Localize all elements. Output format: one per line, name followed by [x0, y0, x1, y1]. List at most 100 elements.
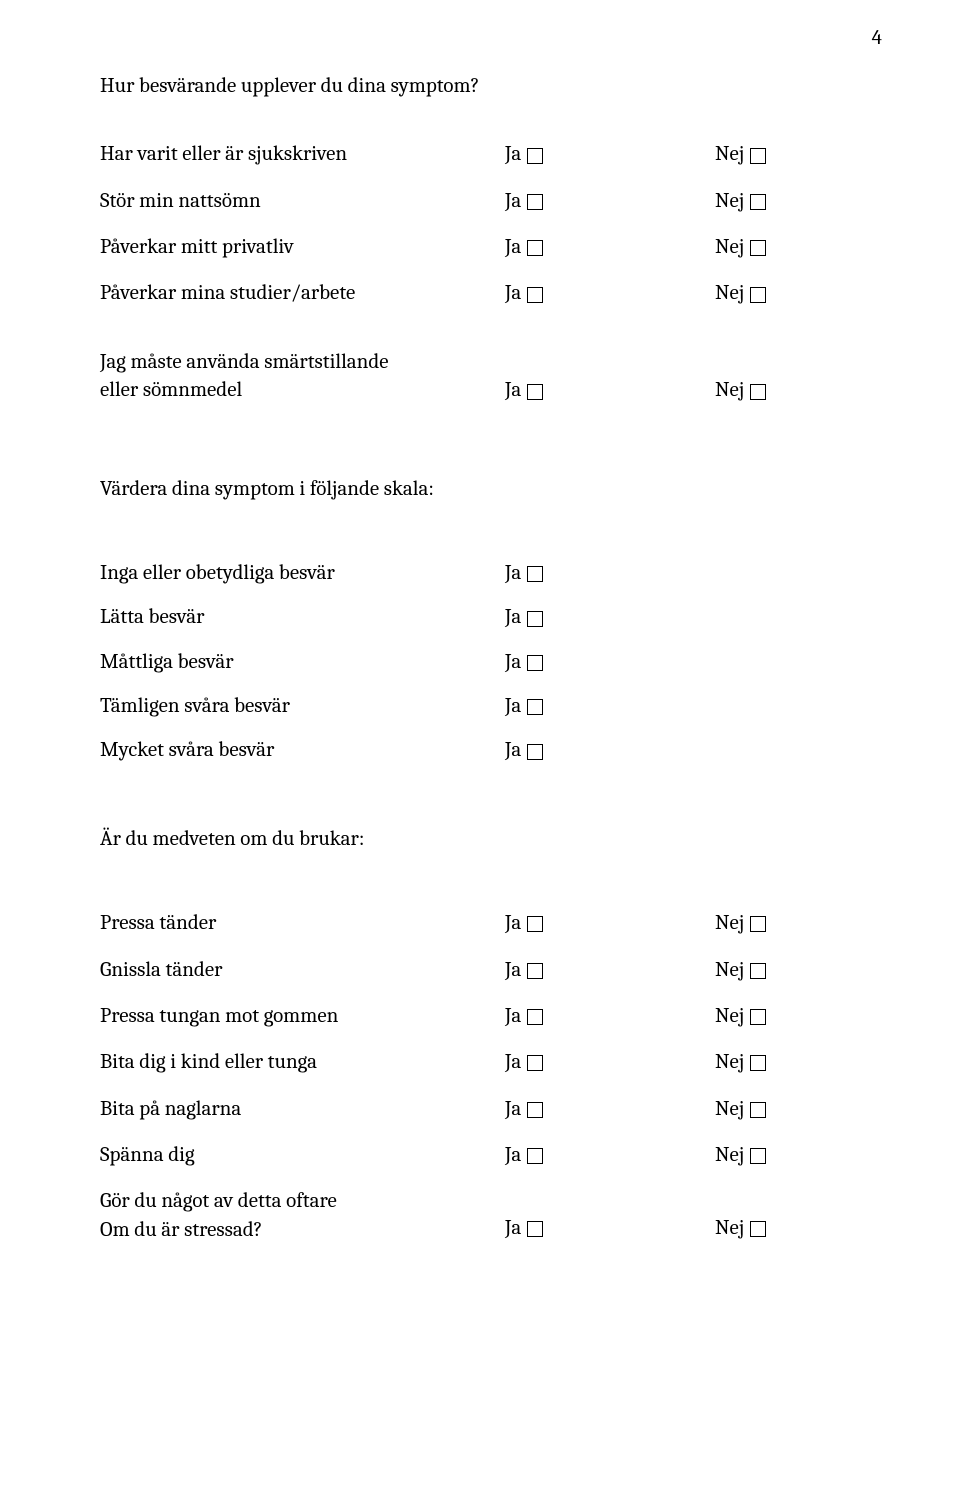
- checkbox-s2c-ja[interactable]: [527, 655, 543, 671]
- label-s2b: Lätta besvär: [100, 603, 505, 631]
- section-3: Är du medveten om du brukar: Pressa tänd…: [100, 825, 870, 1242]
- page: 4 Hur besvärande upplever du dina sympto…: [0, 0, 960, 1497]
- label-s2a: Inga eller obetydliga besvär: [100, 559, 505, 587]
- ja-label: Ja: [505, 1095, 521, 1123]
- checkbox-s2a-ja[interactable]: [527, 566, 543, 582]
- checkbox-q3a-ja[interactable]: [527, 916, 543, 932]
- row-s2d: Tämligen svåra besvär Ja: [100, 692, 870, 720]
- checkbox-q1b-nej[interactable]: [750, 194, 766, 210]
- ja-label: Ja: [505, 692, 521, 720]
- ja-label: Ja: [505, 956, 521, 984]
- label-q3d: Bita dig i kind eller tunga: [100, 1048, 505, 1076]
- ja-label: Ja: [505, 1048, 521, 1076]
- heading-2: Värdera dina symptom i följande skala:: [100, 475, 870, 503]
- row-q1d: Påverkar mina studier/arbete Ja Nej: [100, 279, 870, 307]
- heading-3: Är du medveten om du brukar:: [100, 825, 870, 853]
- ja-label: Ja: [505, 1141, 521, 1169]
- row-s2a: Inga eller obetydliga besvär Ja: [100, 559, 870, 587]
- label-q3g-line2: Om du är stressad?: [100, 1216, 505, 1244]
- label-q3g-line1: Gör du något av detta oftare: [100, 1187, 505, 1215]
- label-s2d: Tämligen svåra besvär: [100, 692, 505, 720]
- nej-label: Nej: [715, 233, 744, 261]
- nej-label: Nej: [715, 1048, 744, 1076]
- label-s2e: Mycket svåra besvär: [100, 736, 505, 764]
- ja-label: Ja: [505, 603, 521, 631]
- label-s2c: Måttliga besvär: [100, 648, 505, 676]
- ja-label: Ja: [505, 1002, 521, 1030]
- row-q3f: Spänna dig Ja Nej: [100, 1141, 870, 1169]
- ja-label: Ja: [505, 140, 521, 168]
- ja-label: Ja: [505, 187, 521, 215]
- ja-label: Ja: [505, 279, 521, 307]
- nej-label: Nej: [715, 909, 744, 937]
- section-2: Värdera dina symptom i följande skala: I…: [100, 475, 870, 765]
- row-q3d: Bita dig i kind eller tunga Ja Nej: [100, 1048, 870, 1076]
- nej-label: Nej: [715, 1141, 744, 1169]
- label-q3e: Bita på naglarna: [100, 1095, 505, 1123]
- label-q3f: Spänna dig: [100, 1141, 505, 1169]
- row-s2b: Lätta besvär Ja: [100, 603, 870, 631]
- checkbox-q3b-nej[interactable]: [750, 963, 766, 979]
- label-q1e-line1: Jag måste använda smärtstillande: [100, 348, 505, 376]
- label-q1c: Påverkar mitt privatliv: [100, 233, 505, 261]
- label-q3g: Gör du något av detta oftare Om du är st…: [100, 1187, 505, 1244]
- checkbox-q3c-nej[interactable]: [750, 1009, 766, 1025]
- checkbox-q1c-ja[interactable]: [527, 240, 543, 256]
- row-q3b: Gnissla tänder Ja Nej: [100, 956, 870, 984]
- row-q3e: Bita på naglarna Ja Nej: [100, 1095, 870, 1123]
- ja-label: Ja: [505, 909, 521, 937]
- nej-label: Nej: [715, 1214, 744, 1242]
- row-q3c: Pressa tungan mot gommen Ja Nej: [100, 1002, 870, 1030]
- checkbox-q1c-nej[interactable]: [750, 240, 766, 256]
- row-s2e: Mycket svåra besvär Ja: [100, 736, 870, 764]
- checkbox-q3c-ja[interactable]: [527, 1009, 543, 1025]
- label-q3c: Pressa tungan mot gommen: [100, 1002, 505, 1030]
- section-1: Hur besvärande upplever du dina symptom?…: [100, 72, 870, 405]
- row-q1b: Stör min nattsömn Ja Nej: [100, 187, 870, 215]
- heading-1: Hur besvärande upplever du dina symptom?: [100, 72, 870, 100]
- label-q1e-line2: eller sömnmedel: [100, 376, 505, 404]
- page-number: 4: [872, 24, 882, 52]
- ja-label: Ja: [505, 648, 521, 676]
- label-q3a: Pressa tänder: [100, 909, 505, 937]
- checkbox-q3e-ja[interactable]: [527, 1102, 543, 1118]
- ja-label: Ja: [505, 376, 521, 404]
- row-s2c: Måttliga besvär Ja: [100, 648, 870, 676]
- label-q1d: Påverkar mina studier/arbete: [100, 279, 505, 307]
- checkbox-q3a-nej[interactable]: [750, 916, 766, 932]
- checkbox-q3d-nej[interactable]: [750, 1055, 766, 1071]
- nej-label: Nej: [715, 187, 744, 215]
- row-q3a: Pressa tänder Ja Nej: [100, 909, 870, 937]
- checkbox-s2d-ja[interactable]: [527, 699, 543, 715]
- checkbox-q1e-nej[interactable]: [750, 384, 766, 400]
- nej-label: Nej: [715, 956, 744, 984]
- nej-label: Nej: [715, 1002, 744, 1030]
- checkbox-q1e-ja[interactable]: [527, 384, 543, 400]
- ja-label: Ja: [505, 1214, 521, 1242]
- ja-label: Ja: [505, 233, 521, 261]
- checkbox-q3b-ja[interactable]: [527, 963, 543, 979]
- checkbox-q1b-ja[interactable]: [527, 194, 543, 210]
- nej-label: Nej: [715, 140, 744, 168]
- row-q1a: Har varit eller är sjukskriven Ja Nej: [100, 140, 870, 168]
- checkbox-q3g-nej[interactable]: [750, 1221, 766, 1237]
- label-q1e: Jag måste använda smärtstillande eller s…: [100, 348, 505, 405]
- checkbox-q1d-ja[interactable]: [527, 287, 543, 303]
- ja-label: Ja: [505, 559, 521, 587]
- nej-label: Nej: [715, 1095, 744, 1123]
- nej-label: Nej: [715, 376, 744, 404]
- checkbox-q1a-ja[interactable]: [527, 148, 543, 164]
- checkbox-q1d-nej[interactable]: [750, 287, 766, 303]
- checkbox-q3f-ja[interactable]: [527, 1148, 543, 1164]
- row-q1c: Påverkar mitt privatliv Ja Nej: [100, 233, 870, 261]
- checkbox-q3f-nej[interactable]: [750, 1148, 766, 1164]
- label-q1b: Stör min nattsömn: [100, 187, 505, 215]
- checkbox-q3g-ja[interactable]: [527, 1221, 543, 1237]
- checkbox-q1a-nej[interactable]: [750, 148, 766, 164]
- checkbox-q3d-ja[interactable]: [527, 1055, 543, 1071]
- checkbox-s2e-ja[interactable]: [527, 744, 543, 760]
- checkbox-q3e-nej[interactable]: [750, 1102, 766, 1118]
- checkbox-s2b-ja[interactable]: [527, 611, 543, 627]
- ja-label: Ja: [505, 736, 521, 764]
- nej-label: Nej: [715, 279, 744, 307]
